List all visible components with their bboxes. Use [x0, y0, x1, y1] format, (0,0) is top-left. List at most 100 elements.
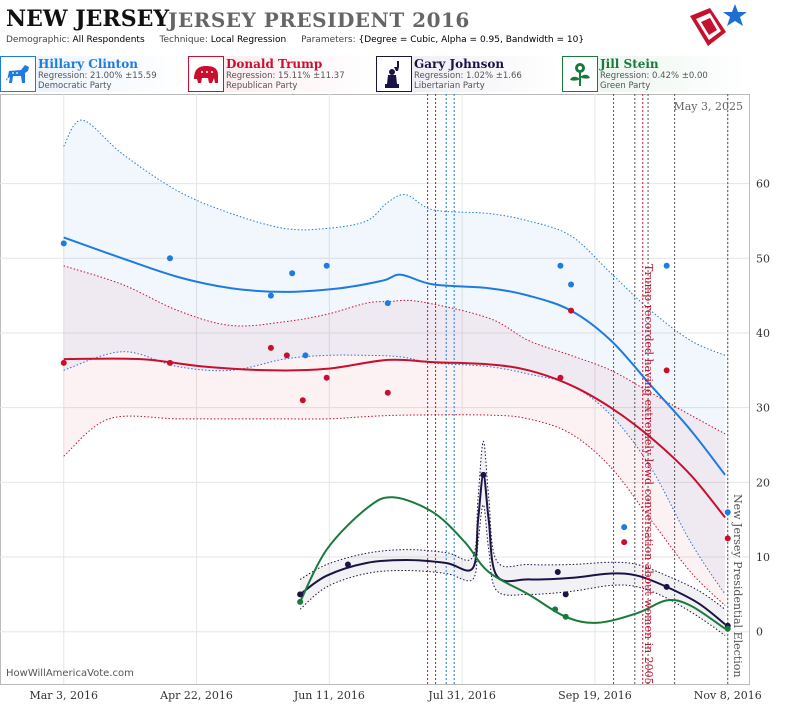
poll-point	[663, 367, 670, 374]
plot-frame	[0, 94, 750, 685]
poll-point	[621, 539, 628, 546]
legend-name: Hillary Clinton	[38, 57, 138, 71]
x-tick-label: Jun 11, 2016	[293, 689, 365, 702]
band-upper	[63, 265, 726, 435]
poll-point	[323, 262, 330, 269]
poll-point	[299, 397, 306, 404]
legend-item-stein[interactable]: Jill Stein Regression: 0.42% ±0.00 Green…	[562, 56, 748, 92]
y-tick-label: 10	[756, 551, 770, 564]
band-lower	[299, 504, 726, 636]
y-tick-label: 40	[756, 327, 770, 340]
band-fill	[63, 265, 726, 606]
legend-item-johnson[interactable]: Gary Johnson Regression: 1.02% ±1.66 Lib…	[376, 56, 560, 92]
trend-line	[63, 357, 726, 519]
legend-name: Donald Trump	[226, 57, 323, 71]
annotation-labels: Trump recorded having extremely lewd con…	[642, 264, 744, 685]
y-tick-label: 20	[756, 476, 770, 489]
annotation-label: Trump recorded having extremely lewd con…	[642, 264, 655, 685]
chart-parameters: Demographic: All Respondents Technique: …	[6, 35, 584, 45]
poll-point	[297, 598, 304, 605]
legend-party: Democratic Party	[38, 81, 112, 91]
x-tick-label: Apr 22, 2016	[159, 689, 233, 702]
poll-points	[60, 240, 731, 632]
polling-chart: Trump recorded having extremely lewd con…	[0, 94, 770, 702]
y-tick-label: 60	[756, 178, 770, 191]
x-tick-label: Sep 19, 2016	[558, 689, 632, 702]
parameters-label: Parameters:	[301, 35, 356, 45]
x-tick-label: Nov 8, 2016	[694, 689, 762, 702]
technique-value: Local Regression	[210, 35, 287, 45]
legend-party: Republican Party	[226, 81, 298, 91]
poll-point	[60, 359, 67, 366]
poll-point	[557, 374, 564, 381]
legend-name: Jill Stein	[600, 57, 659, 71]
poll-point	[60, 240, 67, 247]
poll-point	[663, 262, 670, 269]
x-tick-label: Jul 31, 2016	[427, 689, 496, 702]
trend-line	[299, 473, 726, 626]
legend-regression: Regression: 15.11% ±11.37	[226, 71, 345, 81]
poll-point	[562, 613, 569, 620]
legend-regression: Regression: 0.42% ±0.00	[600, 71, 708, 81]
legend-party: Libertarian Party	[414, 81, 485, 91]
poll-point	[283, 352, 290, 359]
candidate-legend: Hillary Clinton Regression: 21.00% ±15.5…	[0, 56, 789, 94]
y-tick-label: 30	[756, 402, 770, 415]
poll-point	[166, 255, 173, 262]
poll-point	[384, 300, 391, 307]
race-title: JERSEY PRESIDENT 2016	[168, 8, 470, 32]
chart-header: NEW JERSEY JERSEY PRESIDENT 2016 Demogra…	[0, 0, 789, 56]
demographic-value: All Respondents	[72, 35, 145, 45]
poll-point	[663, 583, 670, 590]
poll-point	[344, 561, 351, 568]
poll-point	[323, 374, 330, 381]
poll-point	[724, 625, 731, 632]
poll-point	[568, 281, 575, 288]
poll-point	[562, 591, 569, 598]
poll-point	[557, 262, 564, 269]
technique-label: Technique:	[159, 35, 208, 45]
donkey-icon	[0, 56, 36, 92]
legend-name: Gary Johnson	[414, 57, 505, 71]
legend-item-clinton[interactable]: Hillary Clinton Regression: 21.00% ±15.5…	[0, 56, 186, 92]
trend-line	[63, 236, 726, 476]
x-gridlines	[63, 94, 729, 684]
poll-point	[289, 270, 296, 277]
liberty-statue-icon	[376, 56, 412, 92]
date-stamp: May 3, 2025	[673, 100, 743, 113]
poll-point	[568, 307, 575, 314]
poll-point	[621, 524, 628, 531]
poll-point	[302, 352, 309, 359]
elephant-icon	[188, 56, 224, 92]
star-flag-logo-icon[interactable]	[686, 2, 748, 52]
annotation-label: New Jersey Presidential Election	[731, 494, 744, 677]
trend-lines	[63, 236, 726, 630]
state-title: NEW JERSEY	[6, 6, 170, 32]
poll-point	[297, 591, 304, 598]
y-tick-labels: 0 10 20 30 40 50 60	[756, 178, 770, 639]
y-gridlines	[0, 183, 749, 633]
y-tick-label: 0	[756, 626, 763, 639]
legend-item-trump[interactable]: Donald Trump Regression: 15.11% ±11.37 R…	[188, 56, 374, 92]
band-fill	[63, 120, 726, 595]
poll-point	[267, 344, 274, 351]
source-credit: HowWillAmericaVote.com	[6, 668, 134, 679]
poll-point	[554, 568, 561, 575]
y-tick-label: 50	[756, 252, 770, 265]
poll-point	[267, 292, 274, 299]
poll-point	[480, 471, 487, 478]
trend-line	[299, 496, 726, 630]
poll-point	[166, 359, 173, 366]
poll-point	[724, 535, 731, 542]
legend-regression: Regression: 21.00% ±15.59	[38, 71, 157, 81]
legend-regression: Regression: 1.02% ±1.66	[414, 71, 522, 81]
rose-flower-icon	[562, 56, 598, 92]
x-tick-labels: Mar 3, 2016 Apr 22, 2016 Jun 11, 2016 Jul 3…	[29, 689, 761, 702]
band-lower	[63, 414, 726, 606]
poll-point	[552, 606, 559, 613]
demographic-label: Demographic:	[6, 35, 70, 45]
poll-point	[384, 389, 391, 396]
x-tick-label: Mar 3, 2016	[29, 689, 98, 702]
poll-point	[724, 509, 731, 516]
band-upper	[299, 440, 726, 610]
